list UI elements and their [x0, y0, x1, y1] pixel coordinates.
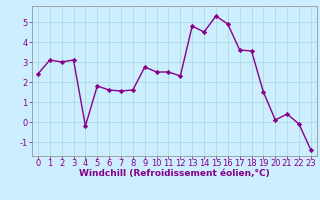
X-axis label: Windchill (Refroidissement éolien,°C): Windchill (Refroidissement éolien,°C): [79, 169, 270, 178]
